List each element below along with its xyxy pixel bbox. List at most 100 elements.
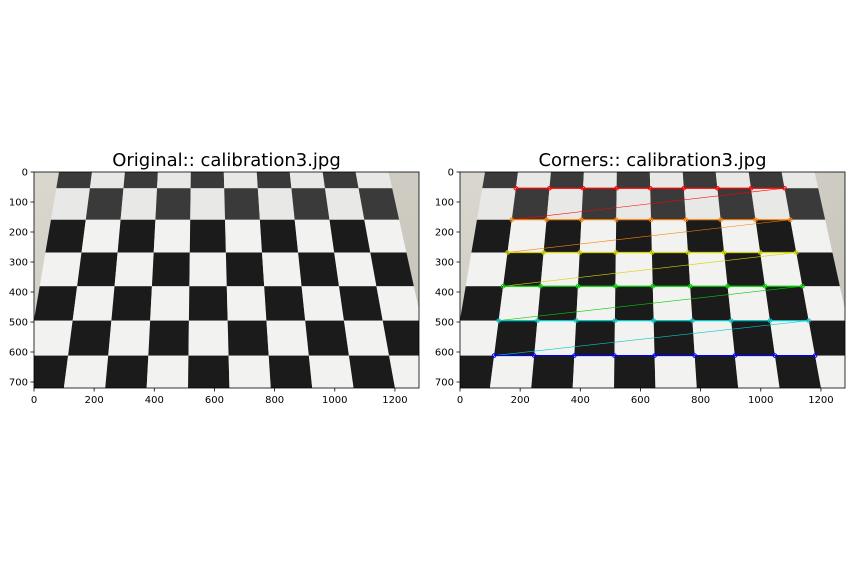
light-square <box>760 252 803 287</box>
x-tick-label: 1000 <box>322 395 347 406</box>
corner-point <box>652 353 657 358</box>
x-tick-label: 0 <box>31 395 37 406</box>
dark-square <box>151 252 190 287</box>
corner-point <box>648 217 654 223</box>
light-square <box>815 355 845 388</box>
dark-square <box>189 219 226 253</box>
x-axis: 0 200 400 600 800 1000 1200 <box>31 388 408 406</box>
x-tick-label: 0 <box>457 395 463 406</box>
light-square <box>355 172 393 189</box>
dark-square <box>581 188 617 220</box>
corners-image-panel: Corners:: calibration3.jpg 0 200 400 600 800… <box>435 150 846 406</box>
chessboard-image <box>34 172 419 388</box>
corner-point <box>491 353 497 358</box>
dark-square <box>188 355 230 388</box>
light-square <box>266 320 309 356</box>
corner-point <box>793 250 799 255</box>
dark-square <box>34 286 78 321</box>
corner-point <box>613 250 619 255</box>
corner-point <box>547 185 552 191</box>
x-tick-label: 600 <box>631 395 650 406</box>
dark-square <box>370 252 414 287</box>
corner-point <box>612 318 618 323</box>
corner-point <box>647 185 653 191</box>
dark-square <box>537 286 578 321</box>
light-square <box>50 188 90 220</box>
dark-square <box>155 188 191 220</box>
light-square <box>308 355 354 388</box>
dark-square <box>256 172 292 189</box>
corner-point <box>718 217 723 223</box>
light-square <box>157 172 191 189</box>
y-tick-label: 100 <box>9 198 28 209</box>
dark-square <box>291 188 330 220</box>
light-square <box>223 172 258 189</box>
y-tick-label: 700 <box>435 378 454 389</box>
light-square <box>734 355 780 388</box>
light-square <box>324 188 365 220</box>
x-tick-label: 1200 <box>382 395 407 406</box>
light-square <box>289 172 325 189</box>
corner-point <box>572 353 577 358</box>
light-square <box>534 320 577 356</box>
y-tick-label: 300 <box>435 258 454 269</box>
light-square <box>81 219 121 253</box>
light-square <box>334 252 377 287</box>
corner-point <box>651 318 656 323</box>
dark-square <box>305 320 349 356</box>
dark-square <box>796 252 840 287</box>
corner-point <box>544 217 549 223</box>
corner-connector <box>503 252 797 287</box>
dark-square <box>685 219 725 253</box>
corner-point <box>509 217 515 223</box>
corner-point <box>806 318 812 323</box>
x-tick-label: 600 <box>205 395 224 406</box>
dark-square <box>227 320 269 356</box>
corner-point <box>788 217 793 223</box>
corner-point <box>535 318 540 323</box>
y-tick-label: 400 <box>435 288 454 299</box>
y-tick-label: 200 <box>9 228 28 239</box>
light-square <box>301 286 344 321</box>
corner-point <box>580 185 586 191</box>
corner-point <box>757 250 763 255</box>
corner-point <box>687 283 693 289</box>
light-square <box>615 252 653 287</box>
light-square <box>114 252 154 287</box>
dark-square <box>765 286 809 321</box>
chessboard-image <box>460 172 845 388</box>
x-tick-label: 800 <box>691 395 710 406</box>
corner-point <box>753 217 758 223</box>
light-square <box>226 286 267 321</box>
light-square <box>651 219 688 253</box>
dark-square <box>339 286 383 321</box>
dark-square <box>322 172 359 189</box>
light-square <box>228 355 271 388</box>
dark-square <box>268 355 313 388</box>
dark-square <box>784 188 826 220</box>
light-square <box>364 219 407 253</box>
y-tick-label: 300 <box>9 258 28 269</box>
dark-square <box>614 355 656 388</box>
dark-square <box>543 219 582 253</box>
corner-point <box>531 353 537 358</box>
y-tick-label: 400 <box>9 288 28 299</box>
dark-square <box>45 219 86 253</box>
corner-point <box>505 250 510 255</box>
light-square <box>63 355 109 388</box>
corner-point <box>649 250 655 255</box>
light-square <box>460 320 499 356</box>
light-square <box>120 188 158 220</box>
light-square <box>750 188 791 220</box>
light-square <box>257 188 295 220</box>
dark-square <box>348 355 395 388</box>
dark-square <box>259 219 299 253</box>
light-square <box>507 219 547 253</box>
dark-square <box>653 320 695 356</box>
corner-point <box>728 318 734 323</box>
light-square <box>769 320 816 356</box>
corner-point <box>782 185 787 191</box>
corner-point <box>725 283 730 289</box>
dark-square <box>460 286 504 321</box>
light-square <box>489 355 535 388</box>
